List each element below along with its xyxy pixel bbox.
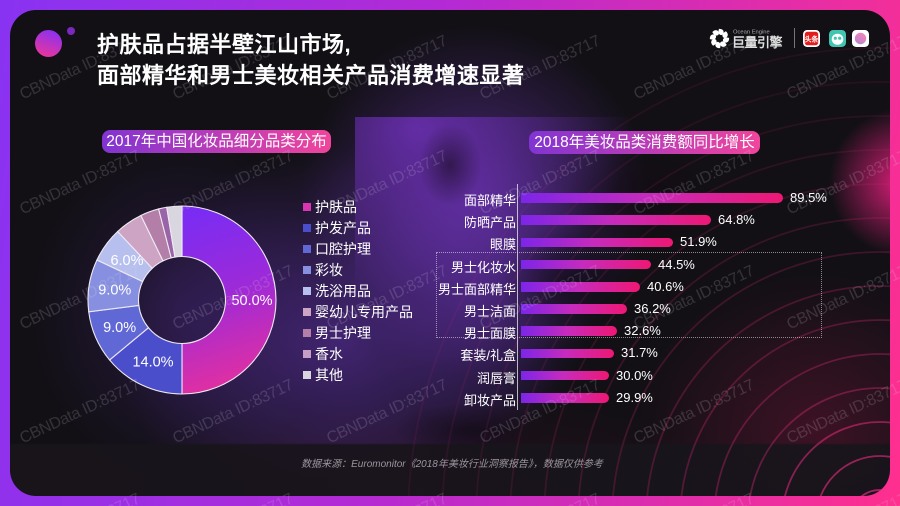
svg-text:9.0%: 9.0% [103, 320, 136, 336]
svg-text:9.0%: 9.0% [98, 282, 131, 298]
svg-text:头条: 头条 [805, 34, 819, 43]
svg-text:6.0%: 6.0% [110, 253, 143, 269]
svg-text:14.0%: 14.0% [132, 355, 173, 371]
svg-text:50.0%: 50.0% [231, 293, 272, 309]
svg-text:巨量引擎: 巨量引擎 [732, 35, 783, 50]
svg-text:Ocean Engine: Ocean Engine [733, 30, 770, 36]
